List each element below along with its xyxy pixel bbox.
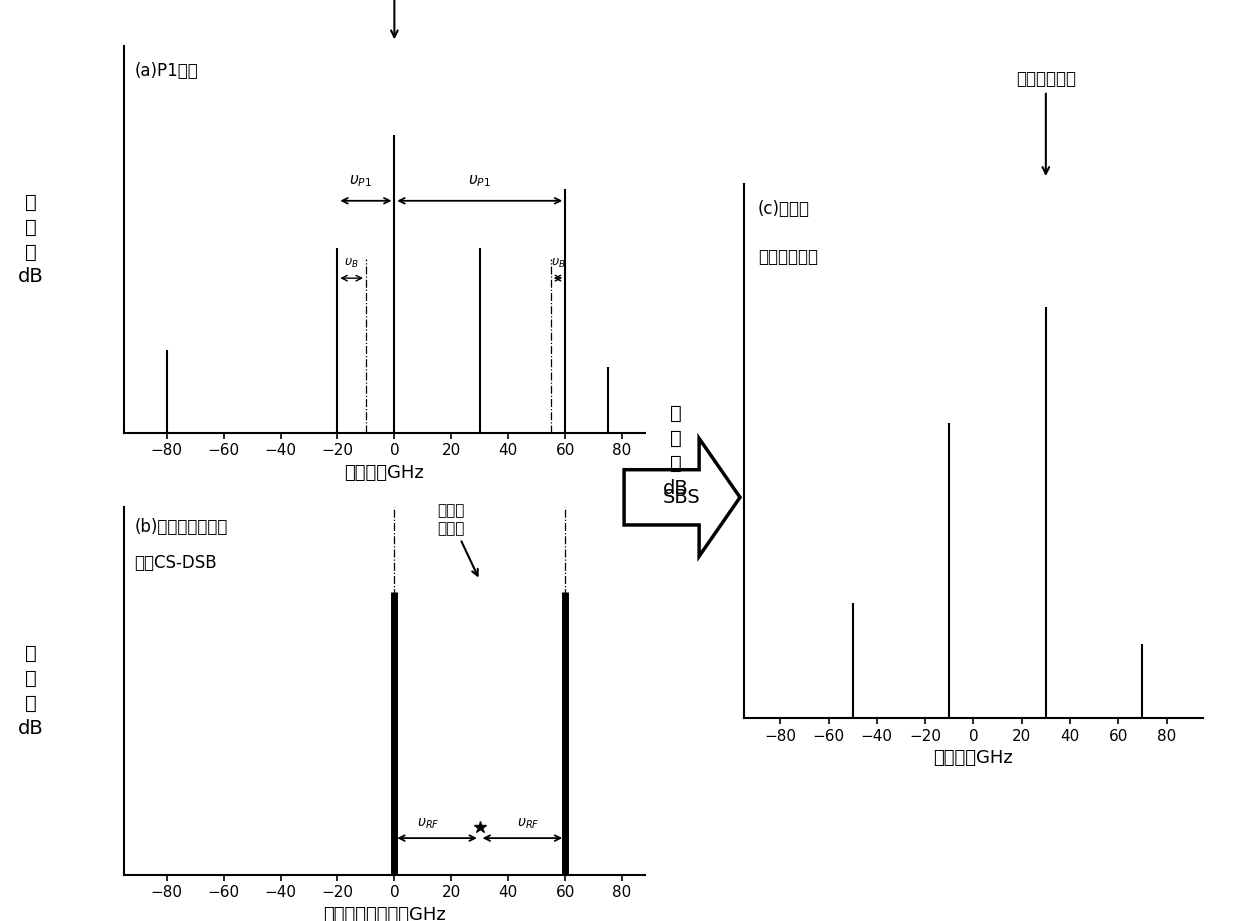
Text: $\upsilon_{B}$: $\upsilon_{B}$ — [345, 257, 360, 271]
Text: 主激光器频率: 主激光器频率 — [365, 0, 424, 37]
Text: 光载微波信号: 光载微波信号 — [758, 249, 817, 266]
Text: (c)单边带: (c)单边带 — [758, 200, 810, 218]
FancyArrow shape — [624, 438, 740, 556]
Text: 光
功
率
dB: 光 功 率 dB — [19, 192, 43, 286]
Text: $\upsilon_{RF}$: $\upsilon_{RF}$ — [418, 816, 440, 831]
Text: 光
功
率
dB: 光 功 率 dB — [663, 404, 688, 498]
Text: $\upsilon_{P1}$: $\upsilon_{P1}$ — [348, 173, 372, 189]
Text: 调制CS-DSB: 调制CS-DSB — [134, 554, 217, 573]
X-axis label: 失谐频率GHz: 失谐频率GHz — [934, 750, 1013, 767]
X-axis label: 相对从激光器频率GHz: 相对从激光器频率GHz — [324, 906, 445, 921]
X-axis label: 失谐频率GHz: 失谐频率GHz — [345, 464, 424, 482]
Text: 主激光器频率: 主激光器频率 — [1016, 70, 1076, 174]
Text: 主激光
器频率: 主激光 器频率 — [438, 504, 477, 576]
Text: $\upsilon_{P1}$: $\upsilon_{P1}$ — [469, 173, 491, 189]
Text: $\upsilon_{RF}$: $\upsilon_{RF}$ — [517, 816, 539, 831]
Text: $\upsilon_{B}$: $\upsilon_{B}$ — [551, 257, 565, 271]
Text: SBS: SBS — [662, 488, 701, 507]
Text: (b)载波抑制双边带: (b)载波抑制双边带 — [134, 518, 228, 536]
Text: (a)P1光谱: (a)P1光谱 — [134, 62, 198, 79]
Text: 光
功
率
dB: 光 功 率 dB — [19, 644, 43, 738]
